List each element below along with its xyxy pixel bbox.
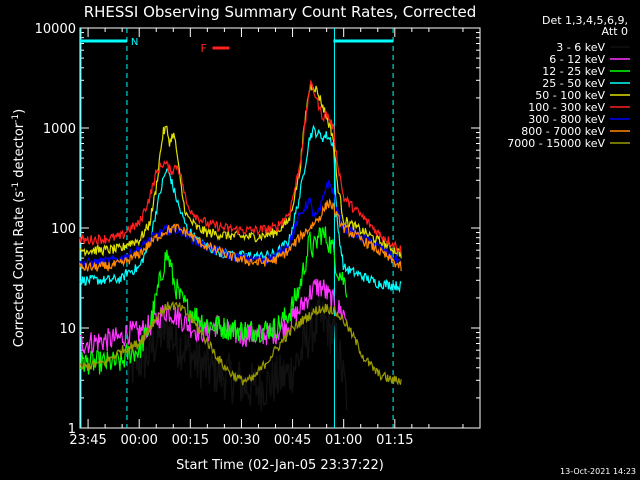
x-tick-label: 23:45 [69, 433, 106, 448]
series-line-1 [80, 278, 348, 355]
legend-entry-label: 7000 - 15000 keV [507, 137, 605, 150]
series-line-5 [79, 79, 402, 255]
series-line-3 [79, 124, 402, 294]
series-line-7 [79, 198, 402, 272]
y-tick-label: 1000 [43, 122, 76, 137]
y-tick-label: 1 [68, 422, 76, 437]
chart-title: RHESSI Observing Summary Count Rates, Co… [84, 3, 477, 21]
x-tick-label: 01:00 [325, 433, 362, 448]
x-axis-label: Start Time (02-Jan-05 23:37:22) [176, 458, 384, 473]
legend-header-line: Det 1,3,4,5,6,9, [542, 14, 628, 27]
series-line-8 [79, 301, 402, 386]
legend-entry-label: 50 - 100 keV [535, 89, 605, 102]
legend-entry-label: 3 - 6 keV [556, 41, 605, 54]
y-tick-label: 10 [59, 322, 76, 337]
legend-entry-label: 12 - 25 keV [542, 65, 605, 78]
legend-entry-label: 800 - 7000 keV [521, 125, 605, 138]
y-tick-label: 10000 [35, 22, 76, 37]
x-tick-label: 00:30 [223, 433, 260, 448]
x-tick-label: 00:15 [172, 433, 209, 448]
x-tick-label: 00:45 [274, 433, 311, 448]
y-tick-label: 100 [51, 222, 76, 237]
legend-entry-label: 25 - 50 keV [542, 77, 605, 90]
legend-entry-label: 300 - 800 keV [528, 113, 605, 126]
x-tick-label: 00:00 [120, 433, 157, 448]
x-tick-label: 01:15 [376, 433, 413, 448]
timestamp: 13-Oct-2021 14:23 [560, 467, 636, 476]
night-flag-label: N [131, 37, 138, 48]
series-line-4 [79, 84, 402, 259]
series-line-2 [79, 226, 348, 375]
plot-area: 1 10 100 1000 10000 23:45 00:00 00:15 00:30 00:45… [35, 22, 481, 448]
legend-header-line: Att 0 [602, 25, 628, 38]
legend-entry-label: 100 - 300 keV [528, 101, 605, 114]
y-axis-label: Corrected Count Rate (s-1 detector-1) [11, 109, 27, 347]
flare-flag-label: F [200, 42, 206, 55]
legend-entry-label: 6 - 12 keV [549, 53, 605, 66]
